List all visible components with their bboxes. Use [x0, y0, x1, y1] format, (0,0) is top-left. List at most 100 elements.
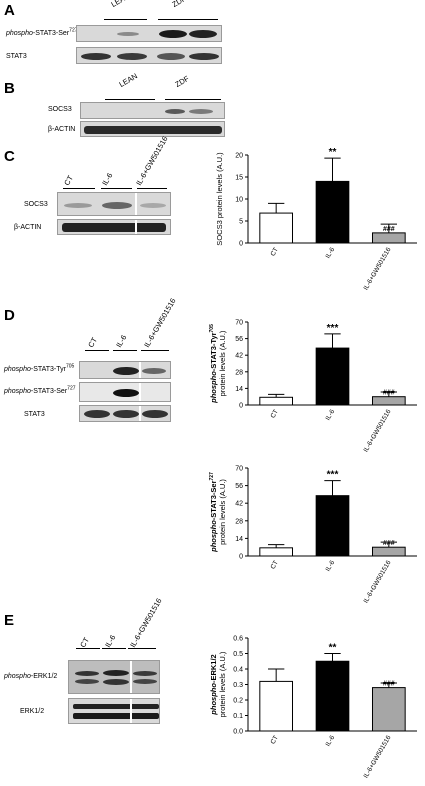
lane-separator	[135, 220, 137, 234]
blot-row-label-b2: β-ACTIN	[48, 126, 76, 133]
blot-row-label-d2: phospho-STAT3-Ser727	[4, 385, 76, 395]
group-line-zdf	[158, 19, 218, 20]
group-label-lean: LEAN	[109, 0, 131, 9]
band	[133, 679, 157, 684]
y-axis-label: phospho-STAT3-Ser727	[209, 472, 218, 553]
band	[73, 713, 159, 719]
band	[157, 53, 185, 60]
significance-label: ###	[383, 540, 395, 547]
band	[117, 32, 139, 36]
y-tick-label: 0	[239, 403, 243, 410]
x-tick-label: CT	[270, 734, 280, 745]
bar	[371, 546, 406, 557]
lane-line	[128, 648, 156, 649]
blot-strip-e2	[68, 698, 160, 724]
blot-strip-a2	[76, 47, 222, 64]
x-tick-label: IL-6	[325, 246, 337, 260]
bar	[315, 660, 350, 732]
band	[159, 30, 187, 38]
bar	[259, 680, 294, 732]
chart-socs3: SOCS3 protein levels (A.U.) 0 5 10 15 20 CT ** I…	[215, 147, 417, 291]
band	[189, 109, 213, 114]
lane-label-il6-gw: IL-6+GW501516	[128, 596, 164, 649]
blot-strip-a1	[76, 25, 222, 42]
lane-line	[101, 188, 132, 189]
lane-line	[141, 350, 169, 351]
lane-separator	[139, 362, 141, 378]
panel-letter-a: A	[4, 2, 15, 19]
band	[64, 203, 92, 208]
y-axis-label-prefix: phospho	[209, 683, 218, 716]
blot-row-label-e2: ERK1/2	[20, 708, 45, 715]
y-tick-label: 28	[235, 369, 243, 376]
blot-strip-c1	[57, 192, 171, 216]
y-tick-label: 56	[235, 336, 243, 343]
y-axis-label-main: -ERK1/2	[209, 654, 218, 683]
band	[113, 410, 139, 418]
panel-letter-d: D	[4, 307, 15, 324]
band	[142, 410, 168, 418]
blot-strip-d1	[79, 361, 171, 379]
bar	[315, 180, 350, 244]
y-tick-label: 14	[235, 386, 243, 393]
lane-separator	[135, 193, 137, 215]
band	[142, 368, 166, 374]
blot-row-label-c1: SOCS3	[24, 201, 48, 208]
x-tick-label: IL-6+GW501516	[363, 734, 393, 779]
band	[81, 53, 111, 60]
band	[73, 704, 159, 709]
y-tick-label: 0.0	[233, 729, 243, 736]
y-axis-label-line2: protein levels (A.U.)	[218, 651, 227, 717]
lane-label-il6: IL-6	[114, 333, 129, 349]
y-axis-label: phospho-STAT3-Tyr705	[209, 324, 218, 404]
y-axis-label-main: -STAT3-Ser	[209, 480, 218, 520]
blot-row-label-d3: STAT3	[24, 411, 45, 418]
lane-line	[137, 188, 167, 189]
blot-strip-c2	[57, 219, 171, 235]
lane-separator	[139, 383, 141, 401]
lane-label-il6: IL-6	[100, 171, 115, 187]
y-tick-label: 70	[235, 466, 243, 473]
blot-row-label-e1: phospho-ERK1/2	[4, 673, 58, 680]
y-axis-label-sup: 727	[209, 472, 215, 481]
y-axis-label-line2: protein levels (A.U.)	[218, 479, 227, 545]
y-tick-label: 0	[239, 241, 243, 248]
band	[84, 410, 110, 418]
band	[117, 53, 147, 60]
band	[113, 367, 139, 375]
y-axis-label-prefix: phospho	[209, 520, 218, 553]
y-tick-label: 42	[235, 353, 243, 360]
significance-label: **	[329, 643, 337, 654]
blot-row-label-d1: phospho-STAT3-Tyr705	[4, 363, 75, 373]
y-tick-label: 0.4	[233, 667, 243, 674]
lane-label-il6-gw: IL-6+GW501516	[134, 134, 170, 187]
band	[140, 203, 166, 208]
y-axis-label-main: SOCS3 protein levels (A.U.)	[215, 152, 224, 246]
group-label-lean: LEAN	[117, 71, 139, 89]
blot-strip-d2	[79, 382, 171, 402]
x-tick-label: IL-6+GW501516	[363, 559, 393, 604]
y-axis-label-prefix: phospho	[209, 371, 218, 404]
y-tick-label: 14	[235, 536, 243, 543]
lane-line	[63, 188, 95, 189]
bar	[259, 547, 294, 557]
band	[84, 126, 222, 134]
y-axis-label: phospho-ERK1/2	[209, 654, 218, 715]
band	[75, 679, 99, 684]
y-tick-label: 0	[239, 554, 243, 561]
blot-row-label-b1: SOCS3	[48, 106, 72, 113]
band	[103, 679, 129, 685]
y-tick-label: 20	[235, 153, 243, 160]
x-tick-label: IL-6+GW501516	[363, 246, 393, 291]
band	[62, 223, 166, 232]
y-tick-label: 56	[235, 483, 243, 490]
group-line-lean	[105, 99, 155, 100]
y-tick-label: 5	[239, 219, 243, 226]
y-tick-label: 0.6	[233, 636, 243, 643]
y-tick-label: 28	[235, 518, 243, 525]
lane-line	[113, 350, 137, 351]
lane-label-ct: CT	[62, 173, 75, 187]
y-tick-label: 0.3	[233, 682, 243, 689]
